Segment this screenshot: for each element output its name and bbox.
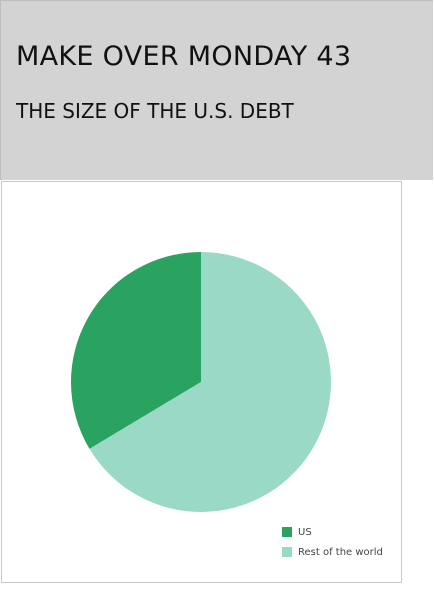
header-banner: MAKE OVER MONDAY 43 THE SIZE OF THE U.S.… bbox=[0, 0, 433, 180]
chart-container: US Rest of the world bbox=[1, 181, 402, 583]
page-title: MAKE OVER MONDAY 43 bbox=[16, 41, 352, 72]
chart-legend: US Rest of the world bbox=[282, 522, 383, 562]
pie-slice-us bbox=[71, 252, 201, 449]
pie-chart bbox=[71, 252, 331, 512]
page-subtitle: THE SIZE OF THE U.S. DEBT bbox=[16, 99, 294, 123]
legend-item-rest-of-world: Rest of the world bbox=[282, 542, 383, 562]
legend-swatch-rest-of-world bbox=[282, 547, 292, 557]
legend-label-rest-of-world: Rest of the world bbox=[298, 546, 383, 558]
legend-item-us: US bbox=[282, 522, 383, 542]
pie-slice-rest-of-world bbox=[89, 252, 331, 512]
legend-label-us: US bbox=[298, 526, 312, 538]
legend-swatch-us bbox=[282, 527, 292, 537]
